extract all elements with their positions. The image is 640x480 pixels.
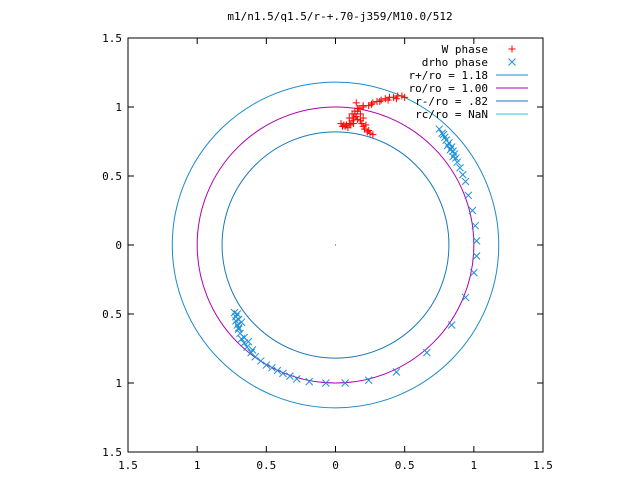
point-s0-41 (356, 110, 364, 118)
point-s1-19 (461, 293, 470, 302)
data-points (230, 92, 481, 387)
legend-label-5: rc/ro = NaN (415, 108, 488, 121)
point-s1-15 (471, 221, 480, 230)
point-s1-12 (461, 177, 470, 186)
y-tick-label-1: 1 (115, 101, 122, 114)
point-s0-6 (377, 96, 385, 104)
point-s0-46 (338, 122, 346, 130)
x-axis-ticks: 1.5 1 0.5 0 0.5 1 1.5 (118, 38, 553, 472)
reference-circles (171, 81, 500, 409)
point-s1-53 (439, 130, 448, 139)
x-tick-label-1: 1 (194, 459, 201, 472)
point-s1-51 (248, 346, 257, 354)
point-s1-44 (233, 310, 242, 318)
x-tick-label-5: 1 (471, 459, 478, 472)
point-s1-0 (435, 125, 444, 133)
point-s0-15 (376, 97, 384, 105)
legend-label-4: r-/ro = .82 (415, 95, 488, 108)
point-s1-37 (240, 339, 249, 347)
point-s1-29 (279, 369, 287, 378)
circle-2 (221, 131, 450, 359)
point-s1-4 (445, 139, 453, 147)
x-tick-label-2: 0.5 (256, 459, 276, 472)
point-s0-39 (345, 114, 353, 122)
point-s1-33 (256, 357, 265, 365)
point-s0-19 (352, 99, 360, 107)
point-s1-55 (449, 152, 457, 161)
point-s1-23 (364, 376, 373, 385)
point-s1-26 (305, 377, 314, 386)
point-s0-29 (369, 131, 377, 139)
point-s1-28 (285, 372, 294, 380)
point-s1-13 (464, 191, 473, 200)
point-s1-24 (341, 379, 350, 387)
y-axis-ticks: 1.5 1 0.5 0 0.5 1 1.5 (102, 32, 543, 459)
point-s1-11 (458, 170, 467, 179)
point-s1-54 (446, 145, 455, 154)
y-tick-label-5: 1 (115, 377, 122, 390)
point-s1-20 (447, 321, 456, 329)
point-s0-14 (384, 96, 392, 104)
point-s1-40 (234, 325, 243, 334)
y-tick-label-6: 1.5 (102, 446, 122, 459)
point-s1-48 (234, 323, 243, 332)
point-s1-31 (268, 363, 276, 372)
legend-label-0: W phase (442, 43, 488, 56)
point-s1-10 (456, 163, 464, 172)
x-tick-label-4: 0.5 (395, 459, 415, 472)
point-s0-47 (365, 126, 373, 134)
point-s1-17 (472, 252, 481, 260)
point-s1-46 (237, 318, 246, 327)
circle-0 (171, 81, 500, 409)
point-s1-22 (392, 368, 401, 376)
point-s0-17 (359, 102, 367, 110)
point-s1-21 (422, 348, 431, 357)
point-s1-52 (443, 141, 452, 150)
legend-label-2: r+/ro = 1.18 (409, 69, 488, 82)
point-s0-13 (392, 95, 400, 103)
point-s1-2 (440, 133, 449, 142)
point-s1-50 (244, 337, 253, 346)
circle-1 (196, 106, 475, 384)
point-s1-16 (472, 237, 481, 245)
point-s1-38 (237, 334, 246, 343)
legend-marker-0 (508, 45, 516, 53)
origin-dot (334, 244, 337, 246)
point-s1-9 (453, 158, 462, 167)
point-s1-30 (273, 366, 282, 375)
point-s0-30 (348, 110, 356, 118)
legend-label-3: ro/ro = 1.00 (409, 82, 488, 95)
chart-title: m1/n1.5/q1.5/r-+.70-j359/M10.0/512 (227, 10, 452, 23)
point-s0-45 (362, 121, 370, 129)
point-s0-12 (401, 93, 409, 101)
legend-label-1: drho phase (422, 56, 488, 69)
legend-marker-1 (508, 58, 516, 66)
point-s0-16 (367, 100, 375, 108)
point-s1-25 (321, 379, 330, 387)
y-tick-label-4: 0.5 (102, 308, 122, 321)
point-s0-4 (369, 99, 377, 107)
point-s0-44 (349, 120, 357, 128)
y-tick-label-2: 0.5 (102, 170, 122, 183)
x-tick-label-6: 1.5 (533, 459, 553, 472)
point-s0-42 (359, 114, 367, 122)
point-s0-43 (344, 124, 352, 132)
point-s1-18 (469, 268, 478, 277)
y-tick-label-0: 1.5 (102, 32, 122, 45)
point-s1-32 (262, 361, 271, 369)
x-tick-label-0: 1.5 (118, 459, 138, 472)
point-s1-27 (292, 375, 301, 383)
x-tick-label-3: 0 (332, 459, 339, 472)
y-tick-label-3: 0 (115, 239, 122, 252)
point-s1-47 (230, 308, 239, 317)
point-s1-14 (468, 206, 477, 215)
